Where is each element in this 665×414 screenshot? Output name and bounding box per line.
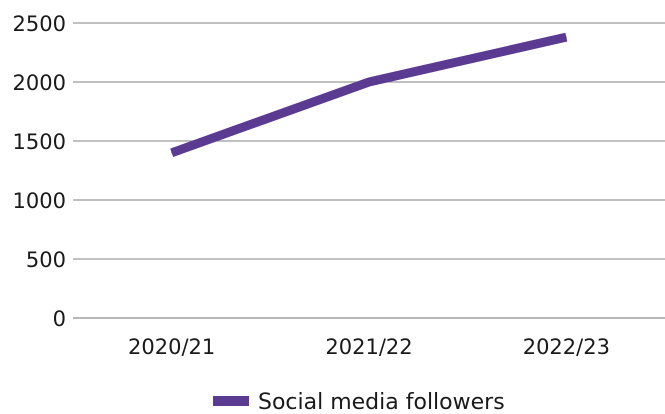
y-tick-label: 1500 [13, 130, 66, 154]
series-group [170, 32, 568, 158]
y-tick-label: 2000 [13, 71, 66, 95]
y-tick-label: 500 [26, 248, 66, 272]
gridlines [73, 22, 665, 319]
x-tick-label: 2020/21 [128, 335, 215, 359]
legend-swatch [213, 396, 249, 406]
data-point [368, 81, 370, 83]
y-tick-label: 0 [53, 307, 66, 331]
data-point [171, 152, 173, 154]
y-axis-ticks: 0 500 1000 1500 2000 2500 [13, 12, 66, 331]
legend: Social media followers [213, 390, 505, 414]
x-tick-label: 2022/23 [523, 335, 610, 359]
x-tick-label: 2021/22 [325, 335, 412, 359]
y-tick-label: 1000 [13, 189, 66, 213]
data-point [565, 36, 567, 38]
legend-label: Social media followers [258, 390, 505, 414]
series-line-0 [170, 32, 568, 158]
y-tick-label: 2500 [13, 12, 66, 36]
x-axis-ticks: 2020/21 2021/22 2022/23 [128, 335, 610, 359]
